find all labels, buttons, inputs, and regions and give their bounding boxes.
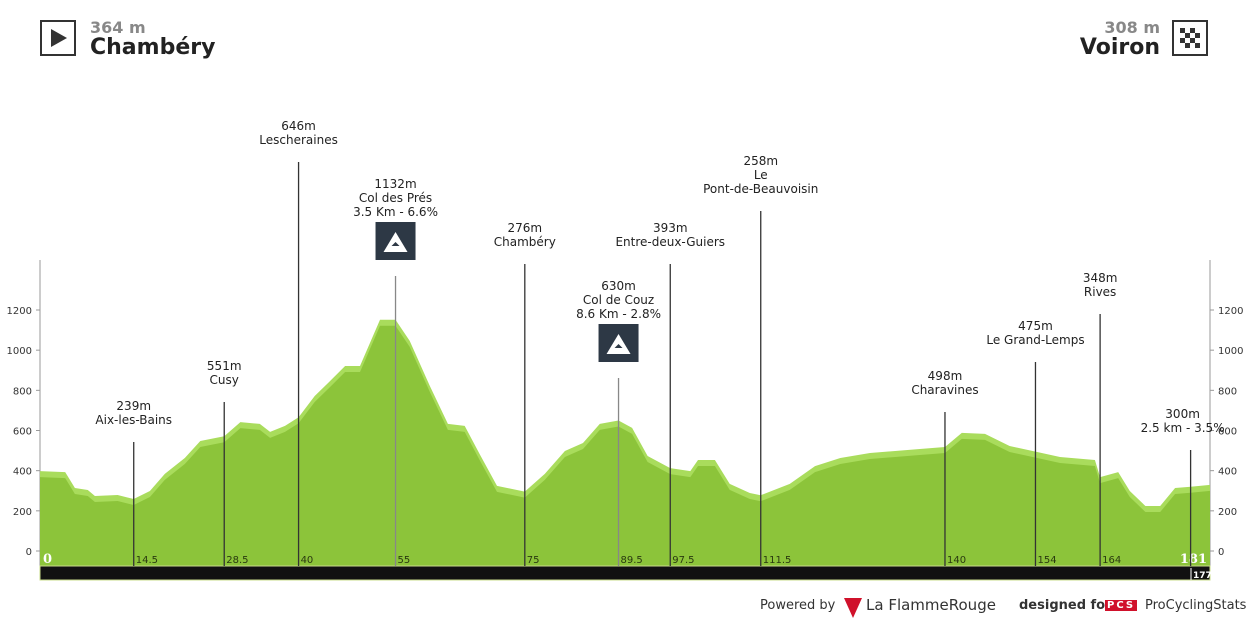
finish-header: 308 m Voiron	[1080, 18, 1160, 60]
waypoint-label: Rives	[1084, 285, 1116, 299]
mountain-notch	[614, 344, 623, 348]
waypoint-label: 258m	[743, 154, 778, 168]
flamme-rouge-logo-icon	[844, 598, 862, 618]
waypoint-label: Le Grand-Lemps	[986, 333, 1084, 347]
waypoint-label: 630m	[601, 279, 636, 293]
y-tick-label-left: 0	[26, 547, 32, 558]
y-tick-label-right: 400	[1218, 467, 1237, 478]
y-tick-label-right: 1000	[1218, 346, 1243, 357]
mountain-notch	[391, 242, 400, 246]
waypoint-label: Charavines	[911, 383, 978, 397]
waypoint-label: 276m	[508, 221, 543, 235]
y-tick-label-right: 600	[1218, 427, 1237, 438]
waypoint-label: Pont-de-Beauvoisin	[703, 182, 818, 196]
waypoint-label: Col des Prés	[359, 191, 432, 205]
start-city: Chambéry	[90, 35, 216, 60]
x-tick-label: 0	[43, 552, 52, 567]
y-tick-label-left: 1000	[7, 346, 32, 357]
designed-for: designed for	[1019, 598, 1112, 613]
y-tick-label-left: 800	[13, 386, 32, 397]
waypoint-label: Aix-les-Bains	[95, 413, 172, 427]
play-start-icon	[40, 20, 76, 56]
x-tick-label: 14.5	[136, 555, 158, 566]
distance-bar	[39, 565, 1211, 581]
waypoint-label: 475m	[1018, 319, 1053, 333]
x-tick-label: 181	[1180, 552, 1207, 567]
waypoint-label: 3.5 Km - 6.6%	[353, 205, 438, 219]
waypoint-label: 393m	[653, 221, 688, 235]
x-tick-label: 164	[1102, 555, 1121, 566]
x-tick-label: 111.5	[763, 555, 792, 566]
waypoint-label: 8.6 Km - 2.8%	[576, 307, 661, 321]
waypoint-label: 646m	[281, 119, 316, 133]
x-tick-label: 28.5	[226, 555, 248, 566]
y-tick-label-right: 0	[1218, 547, 1224, 558]
waypoint-label: Le	[754, 168, 768, 182]
x-tick-label: 140	[947, 555, 966, 566]
waypoint-label: 551m	[207, 359, 242, 373]
finish-marker-label: 177	[1193, 571, 1212, 581]
waypoint-label: Cusy	[210, 373, 239, 387]
y-tick-label-right: 800	[1218, 386, 1237, 397]
checkered-flag-icon	[1172, 20, 1208, 56]
x-tick-label: 55	[398, 555, 411, 566]
waypoint-label: 2.5 km - 3.5%	[1141, 421, 1225, 435]
y-tick-label-left: 600	[13, 427, 32, 438]
waypoint-label: 348m	[1083, 271, 1118, 285]
waypoint-label: 498m	[928, 369, 963, 383]
waypoint-label: Lescheraines	[259, 133, 338, 147]
y-tick-label-right: 1200	[1218, 306, 1243, 317]
y-tick-label-left: 400	[13, 467, 32, 478]
x-tick-label: 154	[1037, 555, 1056, 566]
profile-area	[40, 325, 1210, 566]
finish-city: Voiron	[1079, 35, 1160, 60]
pcs-name: ProCyclingStats	[1145, 598, 1247, 613]
powered-by: Powered by	[760, 598, 836, 613]
pcs-logo: PCS	[1105, 600, 1138, 611]
start-header: 364 m Chambéry	[90, 18, 215, 60]
brand-name: La FlammeRouge	[866, 596, 996, 614]
waypoint-label: Chambéry	[494, 235, 556, 249]
start-altitude: 364 m	[90, 18, 146, 37]
x-tick-label: 40	[301, 555, 314, 566]
waypoint-label: 300m	[1165, 407, 1200, 421]
x-tick-label: 97.5	[672, 555, 694, 566]
waypoint-label: 239m	[116, 399, 151, 413]
y-tick-label-left: 200	[13, 507, 32, 518]
x-tick-label: 75	[527, 555, 540, 566]
waypoint-label: 1132m	[374, 177, 416, 191]
finish-altitude: 308 m	[1104, 18, 1160, 37]
y-tick-label-right: 200	[1218, 507, 1237, 518]
waypoint-label: Entre-deux-Guiers	[615, 235, 725, 249]
waypoint-label: Col de Couz	[583, 293, 654, 307]
y-tick-label-left: 1200	[7, 306, 32, 317]
x-tick-label: 89.5	[621, 555, 643, 566]
